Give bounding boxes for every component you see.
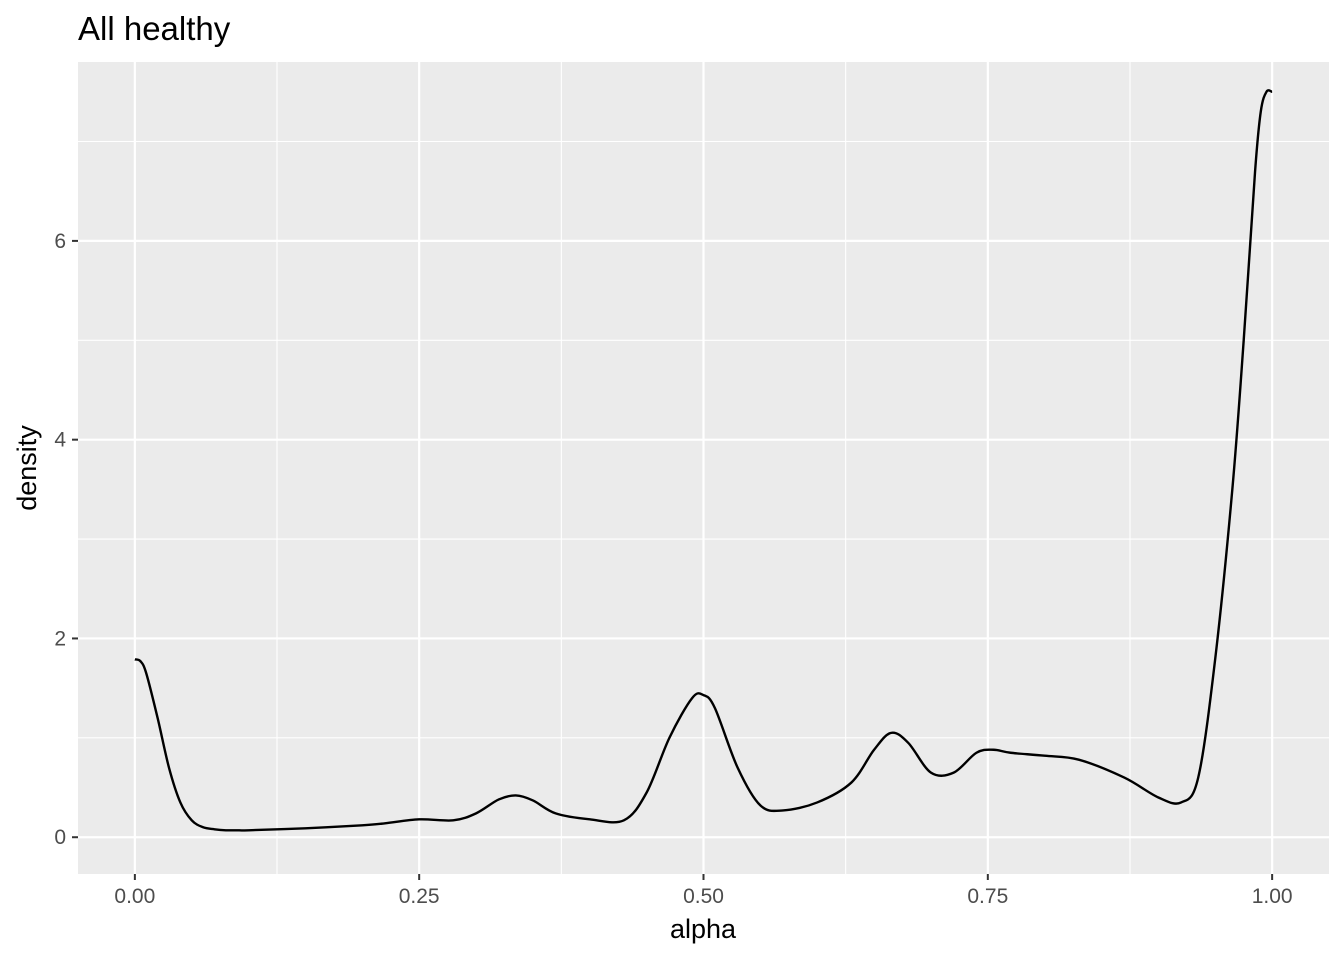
y-tick-label: 2 — [54, 627, 66, 650]
density-line — [134, 89, 1273, 832]
x-tick-label: 0.75 — [967, 885, 1008, 908]
series-layer — [134, 89, 1273, 832]
chart-title: All healthy — [78, 10, 231, 47]
x-tick-label: 0.00 — [114, 885, 155, 908]
y-tick-label: 0 — [54, 826, 66, 849]
x-tick-label: 0.50 — [683, 885, 724, 908]
y-tick-label: 4 — [54, 429, 66, 452]
x-axis: 0.00 0.25 0.50 0.75 1.00 — [114, 874, 1293, 908]
y-axis: 0 2 4 6 — [54, 230, 78, 849]
x-axis-title: alpha — [670, 914, 737, 944]
y-tick-label: 6 — [54, 230, 66, 253]
x-tick-label: 0.25 — [399, 885, 440, 908]
x-tick-label: 1.00 — [1252, 885, 1293, 908]
major-gridlines — [78, 62, 1329, 874]
y-axis-title: density — [12, 425, 42, 511]
